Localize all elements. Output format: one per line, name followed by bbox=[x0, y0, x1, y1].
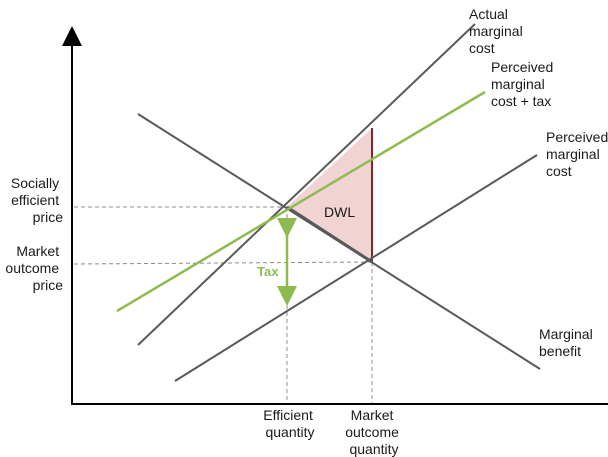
label-market-outcome-quantity: Market outcome quantity bbox=[345, 407, 403, 457]
label-marginal-benefit: Marginal benefit bbox=[539, 326, 597, 359]
label-perceived-marginal-cost-plus-tax: Perceived marginal cost + tax bbox=[491, 59, 557, 109]
label-dwl: DWL bbox=[324, 204, 355, 220]
marginal-benefit-curve bbox=[137, 113, 541, 370]
label-socially-efficient-price: Socially efficient price bbox=[11, 175, 63, 225]
label-actual-marginal-cost: Actual marginal cost bbox=[469, 6, 527, 56]
label-efficient-quantity: Efficient quantity bbox=[263, 407, 316, 440]
label-market-outcome-price: Market outcome price bbox=[5, 243, 63, 293]
perceived-marginal-cost-plus-tax-curve bbox=[116, 90, 486, 313]
label-perceived-marginal-cost: Perceived marginal cost bbox=[546, 129, 608, 179]
dwl-triangle bbox=[287, 128, 372, 262]
perceived-marginal-cost-curve bbox=[174, 154, 538, 382]
actual-marginal-cost-curve bbox=[137, 23, 476, 346]
label-tax: Tax bbox=[257, 264, 279, 279]
